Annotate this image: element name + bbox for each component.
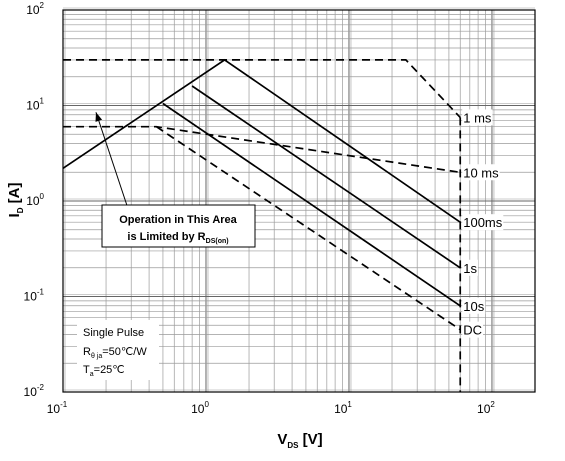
curve-label-bg-1 xyxy=(462,109,493,126)
curve-label-1: 1 ms xyxy=(463,110,492,125)
annotation-frame xyxy=(101,204,256,248)
plot-frame xyxy=(62,9,536,393)
curve-label-3: 100ms xyxy=(463,215,503,230)
conditions-box: Single Pulse Rθ ja=50℃/W Ta=25℃ xyxy=(77,320,159,380)
curve-label-5: 10s xyxy=(463,299,484,314)
x-tick-exponent: 0 xyxy=(204,400,209,409)
y-tick-exponent: -2 xyxy=(37,383,45,392)
curve-label-2: 10 ms xyxy=(463,165,499,180)
y-tick-exponent: 1 xyxy=(40,97,45,106)
x-axis-title-main: V xyxy=(277,431,287,448)
x-tick-label: 101 xyxy=(334,400,352,416)
conditions-line-2: Rθ ja=50℃/W xyxy=(83,346,147,360)
annotation-line-2-prefix: is Limited by R xyxy=(127,231,205,243)
conditions-line-3-suffix: =25℃ xyxy=(94,364,125,376)
y-tick-label: 10-1 xyxy=(24,288,45,304)
conditions-backdrop xyxy=(77,320,159,380)
series-line-1 xyxy=(63,59,461,118)
y-tick-base: 10 xyxy=(24,290,38,304)
y-axis-title-main: I xyxy=(6,213,23,217)
series-line-5 xyxy=(162,102,461,307)
x-tick-base: 10 xyxy=(477,402,491,416)
curve-labels: 1 ms 10 ms 100ms 1s 10s DC xyxy=(462,109,504,338)
conditions-line-3: Ta=25℃ xyxy=(83,364,125,378)
annotation-line-2-sub: DS(on) xyxy=(206,238,229,245)
y-axis-title-unit: [A] xyxy=(6,183,23,208)
curve-label-bg-6 xyxy=(462,321,484,338)
y-tick-label: 102 xyxy=(26,1,44,17)
y-tick-base: 10 xyxy=(26,194,40,208)
conditions-line-2-sub: θ ja xyxy=(91,353,102,360)
x-axis-title: VDS [V] xyxy=(277,431,322,450)
y-tick-label: 100 xyxy=(26,192,44,208)
x-tick-exponent: -1 xyxy=(60,400,68,409)
annotation-line-1: Operation in This Area xyxy=(119,214,237,226)
annotation-box: Operation in This Area is Limited by RDS… xyxy=(101,204,256,248)
x-axis-title-unit: [V] xyxy=(298,431,322,448)
series-line-3 xyxy=(62,58,461,223)
y-tick-exponent: -1 xyxy=(37,288,45,297)
curve-label-6: DC xyxy=(463,323,482,338)
series-line-6 xyxy=(155,125,461,331)
conditions-line-1: Single Pulse xyxy=(83,327,144,339)
y-axis-title-sub: D xyxy=(16,207,25,213)
x-tick-label: 102 xyxy=(477,400,495,416)
y-tick-label: 101 xyxy=(26,97,44,113)
annotation-line-2: is Limited by RDS(on) xyxy=(127,231,228,245)
curve-label-bg-3 xyxy=(462,214,504,231)
x-tick-base: 10 xyxy=(47,402,61,416)
series-layer xyxy=(62,58,462,392)
curve-label-4: 1s xyxy=(463,261,477,276)
x-tick-label: 10-1 xyxy=(47,400,68,416)
y-tick-base: 10 xyxy=(26,99,40,113)
conditions-line-3-prefix: T xyxy=(83,364,90,376)
curve-label-bg-2 xyxy=(462,164,500,181)
y-tick-exponent: 0 xyxy=(40,192,45,201)
x-tick-exponent: 2 xyxy=(490,400,495,409)
curve-label-bg-5 xyxy=(462,297,486,314)
y-tick-base: 10 xyxy=(26,3,40,17)
x-tick-base: 10 xyxy=(334,402,348,416)
y-tick-exponent: 2 xyxy=(40,1,45,10)
grid-lines xyxy=(62,7,536,393)
y-tick-label: 10-2 xyxy=(24,383,45,399)
conditions-line-3-sub: a xyxy=(90,371,94,378)
conditions-line-2-suffix: =50℃/W xyxy=(102,346,147,358)
y-tick-base: 10 xyxy=(24,385,38,399)
conditions-line-2-prefix: R xyxy=(83,346,91,358)
annotation-arrow xyxy=(95,112,128,206)
x-axis-title-sub: DS xyxy=(287,441,299,450)
y-axis-title: ID [A] xyxy=(6,183,25,218)
series-line-4 xyxy=(191,85,461,269)
x-tick-label: 100 xyxy=(191,400,209,416)
annotation-arrowhead xyxy=(95,112,103,122)
x-tick-exponent: 1 xyxy=(347,400,352,409)
x-tick-base: 10 xyxy=(191,402,205,416)
curve-label-bg-4 xyxy=(462,259,478,276)
